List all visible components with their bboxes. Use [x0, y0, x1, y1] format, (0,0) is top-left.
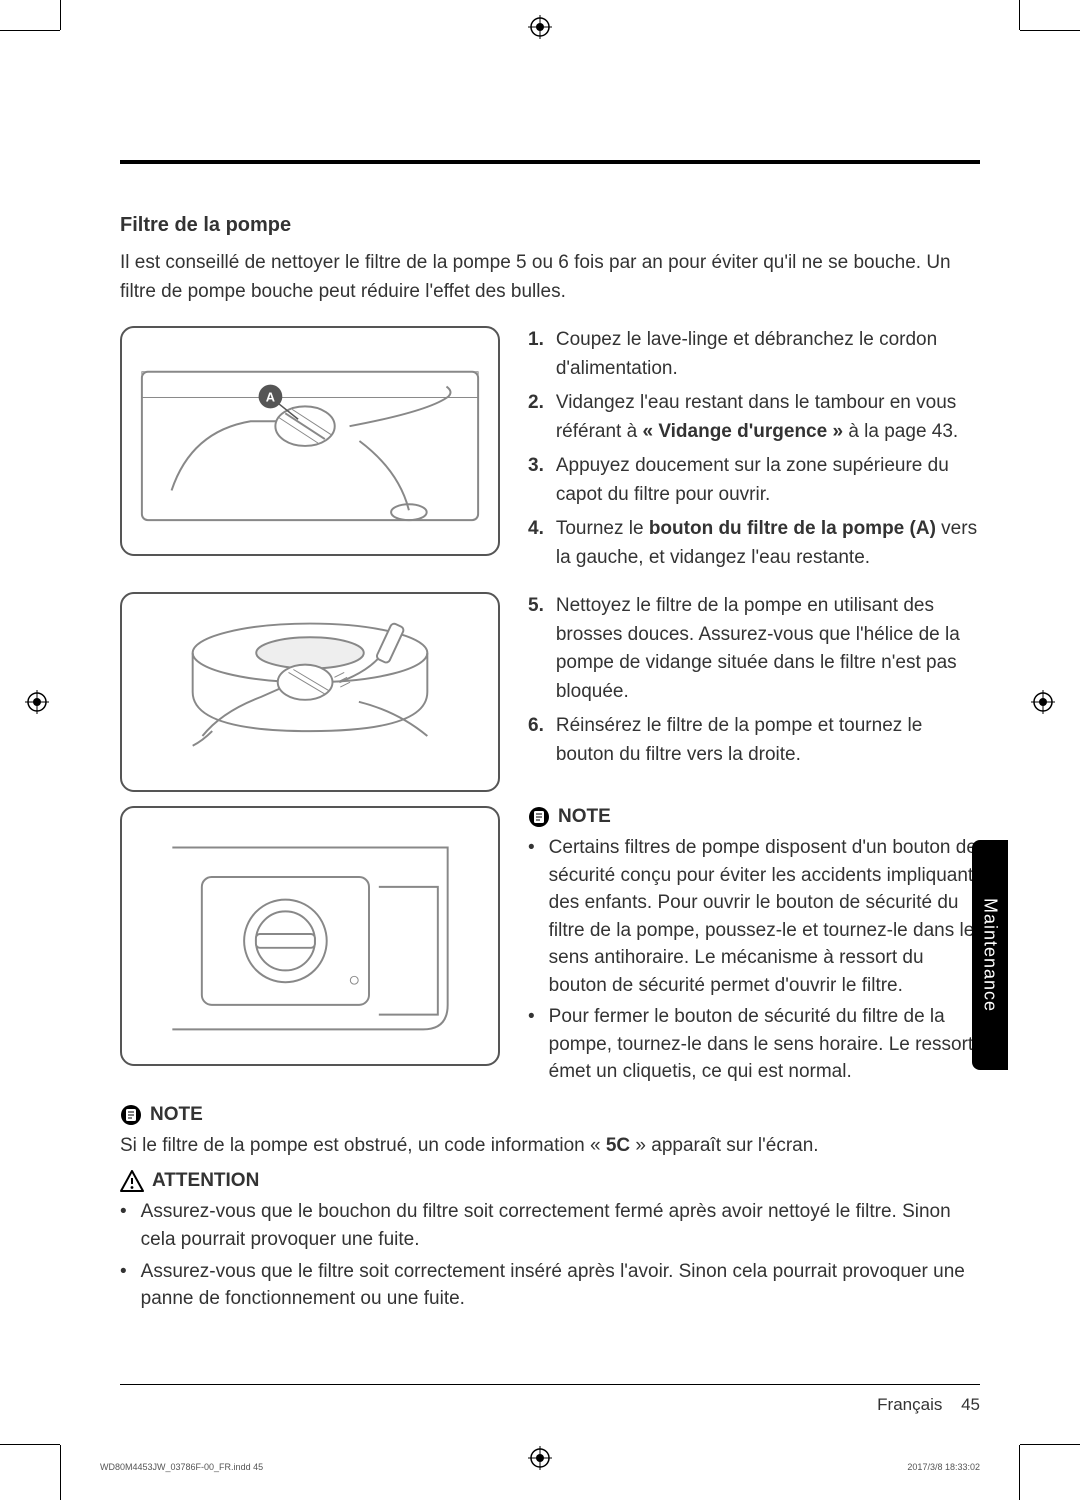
note-list-1: •Certains filtres de pompe disposent d'u…: [528, 834, 980, 1086]
bullet-item: • Assurez-vous que le bouchon du filtre s…: [120, 1198, 980, 1253]
note-label: NOTE: [558, 806, 611, 828]
step-text: Coupez le lave-linge et débranchez le co…: [556, 326, 980, 383]
note2-text: Si le filtre de la pompe est obstrué, un…: [120, 1132, 980, 1161]
registration-mark-icon: [528, 15, 552, 44]
step-number: 4.: [528, 515, 544, 572]
indd-filename: WD80M4453JW_03786F-00_FR.indd 45: [100, 1462, 263, 1472]
step-item: 5.Nettoyez le filtre de la pompe en util…: [528, 592, 980, 706]
step-number: 1.: [528, 326, 544, 383]
attention-list: • Assurez-vous que le bouchon du filtre s…: [120, 1198, 980, 1312]
step-item: 3.Appuyez doucement sur la zone supérieu…: [528, 452, 980, 509]
block-3: NOTE •Certains filtres de pompe disposen…: [120, 806, 980, 1090]
note2-after: » apparaît sur l'écran.: [630, 1135, 818, 1156]
section-tab: Maintenance: [972, 840, 1008, 1070]
intro-text: Il est conseillé de nettoyer le filtre d…: [120, 249, 980, 306]
note-block-1: NOTE •Certains filtres de pompe disposen…: [528, 806, 980, 1090]
registration-mark-icon: [528, 1446, 552, 1475]
bullet-item: •Certains filtres de pompe disposent d'u…: [528, 834, 980, 999]
indd-timestamp: 2017/3/8 18:33:02: [907, 1462, 980, 1472]
bullet-text: Assurez-vous que le bouchon du filtre so…: [141, 1198, 980, 1253]
crop-mark: [1019, 0, 1020, 30]
pump-filter-diagram-icon: A: [132, 338, 488, 544]
step-number: 6.: [528, 712, 544, 769]
bullet-item: •Pour fermer le bouton de sécurité du fi…: [528, 1003, 980, 1086]
page-footer: Français 45: [877, 1395, 980, 1415]
crop-mark: [0, 1444, 60, 1445]
step-item: 2.Vidangez l'eau restant dans le tambour…: [528, 389, 980, 446]
bullet-text: Assurez-vous que le filtre soit correcte…: [141, 1258, 980, 1313]
filter-cap-diagram-icon: [132, 818, 488, 1054]
footer-rule: [120, 1384, 980, 1385]
note-icon: [120, 1104, 142, 1126]
footer-language: Français: [877, 1395, 942, 1414]
registration-mark-icon: [1031, 690, 1055, 719]
step-item: 6.Réinsérez le filtre de la pompe et tou…: [528, 712, 980, 769]
registration-mark-icon: [25, 690, 49, 719]
footer-page-number: 45: [961, 1395, 980, 1414]
block-2: 5.Nettoyez le filtre de la pompe en util…: [120, 592, 980, 792]
block-1: A 1.Coupez le lave-linge et débranchez l…: [120, 326, 980, 578]
bullet-dot: •: [120, 1258, 127, 1313]
note2-before: Si le filtre de la pompe est obstrué, un…: [120, 1135, 606, 1156]
clean-filter-diagram-icon: [132, 604, 488, 780]
step-text: Tournez le bouton du filtre de la pompe …: [556, 515, 980, 572]
step-number: 3.: [528, 452, 544, 509]
crop-mark: [0, 30, 60, 31]
step-item: 1.Coupez le lave-linge et débranchez le …: [528, 326, 980, 383]
crop-mark: [1020, 1444, 1080, 1445]
top-rule: [120, 160, 980, 164]
crop-mark: [1020, 30, 1080, 31]
bullet-text: Pour fermer le bouton de sécurité du fil…: [549, 1003, 980, 1086]
step-text: Appuyez doucement sur la zone supérieure…: [556, 452, 980, 509]
note-icon: [528, 806, 550, 828]
step-text: Nettoyez le filtre de la pompe en utilis…: [556, 592, 980, 706]
figure-1: A: [120, 326, 500, 556]
attention-label: ATTENTION: [152, 1170, 259, 1192]
crop-mark: [60, 0, 61, 30]
section-tab-label: Maintenance: [980, 898, 1001, 1012]
bullet-dot: •: [120, 1198, 127, 1253]
step-number: 5.: [528, 592, 544, 706]
bottom-note-block: NOTE Si le filtre de la pompe est obstru…: [120, 1104, 980, 1313]
steps-list-2: 5.Nettoyez le filtre de la pompe en util…: [528, 592, 980, 792]
section-title: Filtre de la pompe: [120, 214, 980, 237]
bullet-dot: •: [528, 834, 535, 999]
note-header-2: NOTE: [120, 1104, 980, 1126]
bullet-text: Certains filtres de pompe disposent d'un…: [549, 834, 980, 999]
figure-2: [120, 592, 500, 792]
bullet-dot: •: [528, 1003, 535, 1086]
figure-label-a: A: [266, 389, 275, 404]
note-label: NOTE: [150, 1104, 203, 1126]
step-item: 4.Tournez le bouton du filtre de la pomp…: [528, 515, 980, 572]
note2-code: 5C: [606, 1135, 630, 1156]
attention-header: ATTENTION: [120, 1170, 980, 1192]
steps-list-1: 1.Coupez le lave-linge et débranchez le …: [528, 326, 980, 578]
step-text: Vidangez l'eau restant dans le tambour e…: [556, 389, 980, 446]
step-text: Réinsérez le filtre de la pompe et tourn…: [556, 712, 980, 769]
note-header: NOTE: [528, 806, 980, 828]
step-number: 2.: [528, 389, 544, 446]
attention-icon: [120, 1170, 144, 1192]
page-content: Filtre de la pompe Il est conseillé de n…: [0, 0, 1080, 1357]
figure-3: [120, 806, 500, 1066]
crop-mark: [1019, 1445, 1020, 1500]
bullet-item: • Assurez-vous que le filtre soit correct…: [120, 1258, 980, 1313]
crop-mark: [60, 1445, 61, 1500]
